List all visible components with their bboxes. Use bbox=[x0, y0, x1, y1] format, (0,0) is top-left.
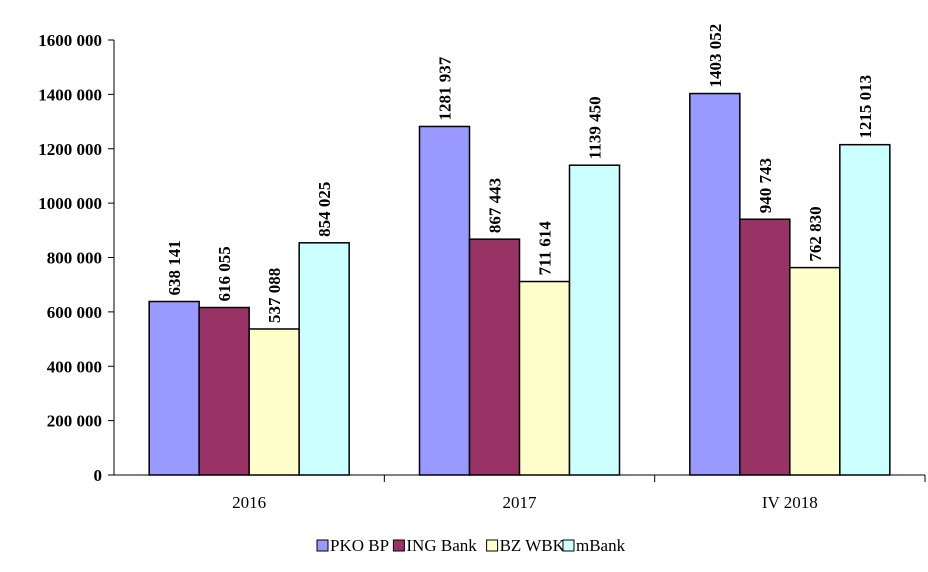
x-tick-label: IV 2018 bbox=[762, 493, 818, 512]
bar-mbank-2016 bbox=[298, 242, 350, 476]
data-labels-group: 638 141 616 055 537 088 854 025 1281 937 867 … bbox=[165, 24, 875, 323]
bar-pko-bp-iv-2018 bbox=[689, 92, 741, 476]
bar-bz-wbk-2017 bbox=[518, 280, 571, 476]
bar-bz-wbk-2016 bbox=[248, 328, 300, 476]
data-label: 711 614 bbox=[536, 221, 555, 276]
bar-bz-wbk-iv-2018 bbox=[789, 266, 841, 476]
bar-pko-bp-2017 bbox=[418, 125, 471, 476]
y-tick-label: 1400 000 bbox=[38, 85, 102, 104]
axes-group: 0 200 000 400 000 600 000 800 000 1000 000 120… bbox=[38, 31, 926, 512]
bar-ing-bank-2017 bbox=[468, 238, 521, 476]
data-label: 1215 013 bbox=[856, 75, 875, 139]
data-label: 638 141 bbox=[165, 240, 184, 295]
data-label: 616 055 bbox=[215, 246, 234, 301]
bar-ing-bank-iv-2018 bbox=[739, 218, 791, 476]
y-tick-label: 200 000 bbox=[47, 412, 102, 431]
y-tick-label: 800 000 bbox=[47, 249, 102, 268]
data-label: 1403 052 bbox=[706, 24, 725, 88]
data-label: 854 025 bbox=[315, 182, 334, 237]
data-label: 762 830 bbox=[806, 206, 825, 261]
data-label: 537 088 bbox=[265, 268, 284, 323]
legend-swatch bbox=[562, 539, 575, 552]
bar-mbank-iv-2018 bbox=[839, 143, 891, 476]
y-tick-label: 1200 000 bbox=[38, 140, 102, 159]
data-label: 940 743 bbox=[756, 158, 775, 213]
bars-group bbox=[148, 92, 891, 476]
data-label: 1281 937 bbox=[436, 56, 455, 120]
y-tick-label: 600 000 bbox=[47, 303, 102, 322]
legend-swatch bbox=[392, 539, 405, 552]
y-tick-label: 1600 000 bbox=[38, 31, 102, 50]
legend-label: PKO BP bbox=[330, 536, 389, 555]
x-tick-label: 2017 bbox=[503, 493, 538, 512]
y-tick-label: 1000 000 bbox=[38, 194, 102, 213]
bar-pko-bp-2016 bbox=[148, 300, 200, 476]
legend-label: BZ WBK bbox=[500, 536, 566, 555]
bar-mbank-2017 bbox=[568, 164, 621, 476]
y-tick-label: 0 bbox=[94, 466, 103, 485]
y-tick-label: 400 000 bbox=[47, 357, 102, 376]
data-label: 1139 450 bbox=[586, 96, 605, 159]
data-label: 867 443 bbox=[486, 178, 505, 233]
legend-label: ING Bank bbox=[406, 536, 477, 555]
legend-swatch bbox=[316, 539, 329, 552]
bar-ing-bank-2016 bbox=[198, 306, 250, 476]
legend-label: mBank bbox=[576, 536, 626, 555]
legend: PKO BP ING Bank BZ WBK mBank bbox=[316, 536, 626, 555]
x-tick-label: 2016 bbox=[232, 493, 266, 512]
legend-swatch bbox=[486, 539, 499, 552]
